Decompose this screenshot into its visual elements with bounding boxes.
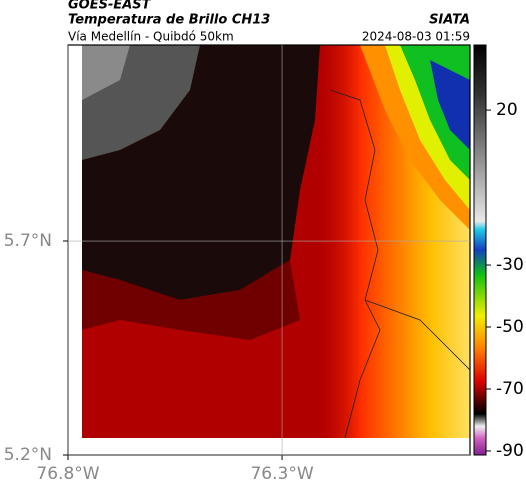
colorbar-label: -50 [496, 317, 524, 337]
x-tick-label: 76.3°W [250, 464, 313, 484]
title: Temperatura de Brillo CH13 [68, 13, 270, 28]
colorbar-label: -90 [496, 441, 524, 461]
y-tick-label: 5.7°N [4, 231, 52, 251]
y-tick-label: 5.2°N [4, 445, 52, 465]
source: GOES-EAST [68, 0, 152, 13]
org: SIATA [429, 13, 470, 28]
colorbar-label: -70 [496, 379, 524, 399]
subtitle: Vía Medellín - Quibdó 50km [68, 30, 234, 44]
colorbar-label: -30 [496, 255, 524, 275]
datetime: 2024-08-03 01:59 [362, 30, 470, 44]
colorbar [473, 44, 487, 456]
colorbar-label: 20 [496, 100, 518, 120]
satellite-image [82, 45, 470, 438]
x-tick-label: 76.8°W [36, 464, 99, 484]
